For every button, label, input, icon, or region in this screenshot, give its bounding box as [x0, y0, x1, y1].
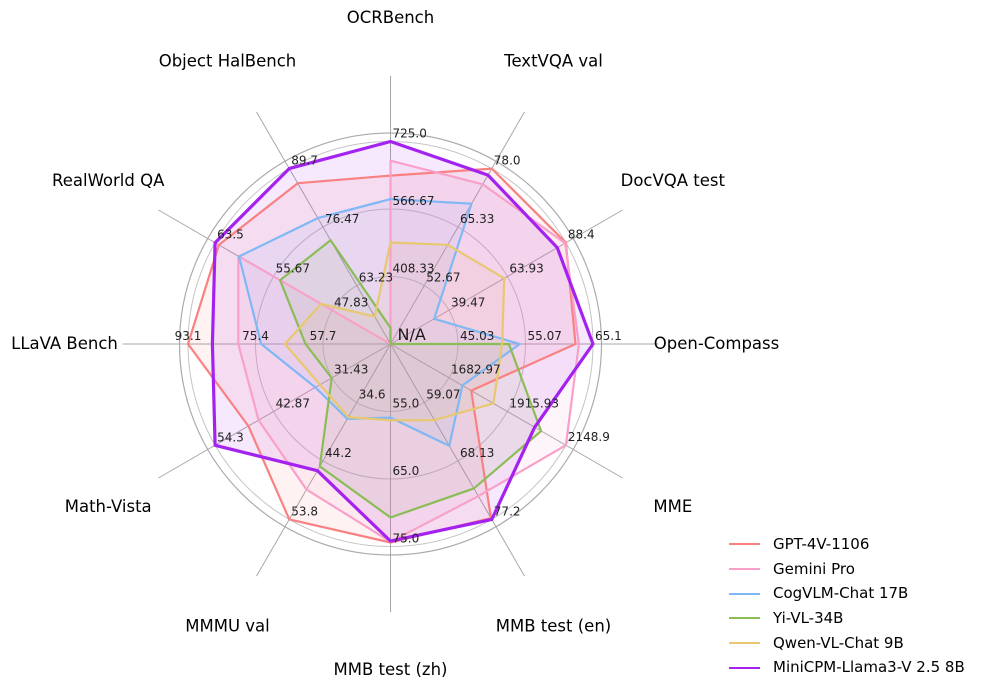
legend-swatch — [729, 642, 760, 645]
tick-label: 34.6 — [359, 388, 386, 402]
tick-label: 725.0 — [393, 127, 427, 141]
legend-item: Gemini Pro — [729, 557, 965, 582]
tick-label: 68.13 — [460, 446, 494, 460]
tick-label: 65.0 — [393, 464, 420, 478]
legend-item: GPT-4V-1106 — [729, 532, 965, 557]
tick-label: 63.23 — [359, 271, 393, 285]
series-fill — [284, 242, 505, 421]
series-line — [283, 241, 506, 422]
tick-label: 53.8 — [291, 504, 318, 518]
axis-title: MMB test (zh) — [334, 660, 448, 679]
tick-label: 65.33 — [460, 212, 494, 226]
legend-swatch — [729, 543, 760, 546]
tick-label: 55.67 — [276, 262, 310, 276]
axis-title: DocVQA test — [621, 171, 726, 190]
axis-title: MME — [653, 497, 692, 516]
legend-swatch — [729, 666, 760, 669]
axis-title: MMMU val — [185, 616, 270, 635]
axis-spoke — [390, 111, 525, 345]
axis-title: MMB test (en) — [496, 616, 611, 635]
tick-label: 42.87 — [276, 397, 310, 411]
legend-swatch — [729, 568, 760, 571]
tick-label: 55.07 — [528, 329, 562, 343]
axis-spoke — [390, 209, 623, 345]
series-fill — [239, 199, 520, 446]
axis-title: TextVQA val — [503, 52, 603, 71]
tick-label: 63.5 — [217, 228, 244, 242]
axis-title: OCRBench — [347, 8, 434, 27]
tick-label: 52.67 — [426, 271, 460, 285]
tick-label: 93.1 — [175, 329, 202, 343]
axis-spoke — [390, 343, 623, 479]
tick-label: 59.07 — [426, 388, 460, 402]
tick-label: 76.47 — [325, 212, 359, 226]
legend-item-label: Yi-VL-34B — [773, 608, 844, 627]
legend-item-label: CogVLM-Chat 17B — [773, 584, 909, 603]
axis-spoke — [256, 111, 391, 345]
axis-spoke — [256, 343, 391, 577]
tick-label: 566.67 — [393, 194, 435, 208]
tick-label: 55.0 — [393, 397, 420, 411]
legend: GPT-4V-1106 Gemini Pro CogVLM-Chat 17B Yi-V… — [729, 532, 965, 680]
tick-label: 75.4 — [242, 329, 269, 343]
axis-title: RealWorld QA — [52, 171, 165, 190]
legend-item: Yi-VL-34B — [729, 606, 965, 631]
legend-item-label: GPT-4V-1106 — [773, 534, 870, 553]
axis-spoke — [158, 343, 391, 479]
series-fill — [212, 141, 593, 542]
axis-title: Open-Compass — [654, 334, 780, 353]
legend-swatch — [729, 592, 760, 595]
axis-title: Math-Vista — [65, 497, 152, 516]
tick-label: 2148.9 — [568, 430, 610, 444]
tick-label: 89.7 — [291, 154, 318, 168]
series-line — [279, 239, 543, 519]
tick-label: 75.0 — [393, 532, 420, 546]
legend-item-label: MiniCPM-Llama3-V 2.5 8B — [773, 658, 965, 677]
tick-label: 39.47 — [451, 295, 485, 309]
center-na-label: N/A — [398, 325, 426, 344]
tick-label: 45.03 — [460, 329, 494, 343]
tick-label: 44.2 — [325, 446, 352, 460]
legend-item-label: Gemini Pro — [773, 559, 855, 578]
series-line — [210, 139, 595, 543]
tick-label: 408.33 — [393, 262, 435, 276]
legend-item: Qwen-VL-Chat 9B — [729, 631, 965, 656]
tick-label: 88.4 — [568, 228, 595, 242]
tick-label: 77.2 — [494, 504, 521, 518]
tick-label: 47.83 — [334, 295, 368, 309]
legend-swatch — [729, 617, 760, 620]
legend-item: MiniCPM-Llama3-V 2.5 8B — [729, 655, 965, 680]
series-line — [237, 198, 521, 447]
tick-label: 78.0 — [494, 154, 521, 168]
axis-spoke — [390, 343, 525, 577]
legend-item-label: Qwen-VL-Chat 9B — [773, 633, 904, 652]
axis-title: Object HalBench — [159, 52, 297, 71]
axis-title: LLaVA Bench — [11, 334, 118, 353]
legend-item: CogVLM-Chat 17B — [729, 581, 965, 606]
tick-label: 31.43 — [334, 363, 368, 377]
tick-label: 63.93 — [509, 262, 543, 276]
tick-label: 1682.97 — [451, 363, 501, 377]
tick-label: 65.1 — [595, 329, 622, 343]
tick-label: 57.7 — [310, 329, 337, 343]
tick-label: 1915.93 — [509, 397, 559, 411]
tick-label: 54.3 — [217, 430, 244, 444]
